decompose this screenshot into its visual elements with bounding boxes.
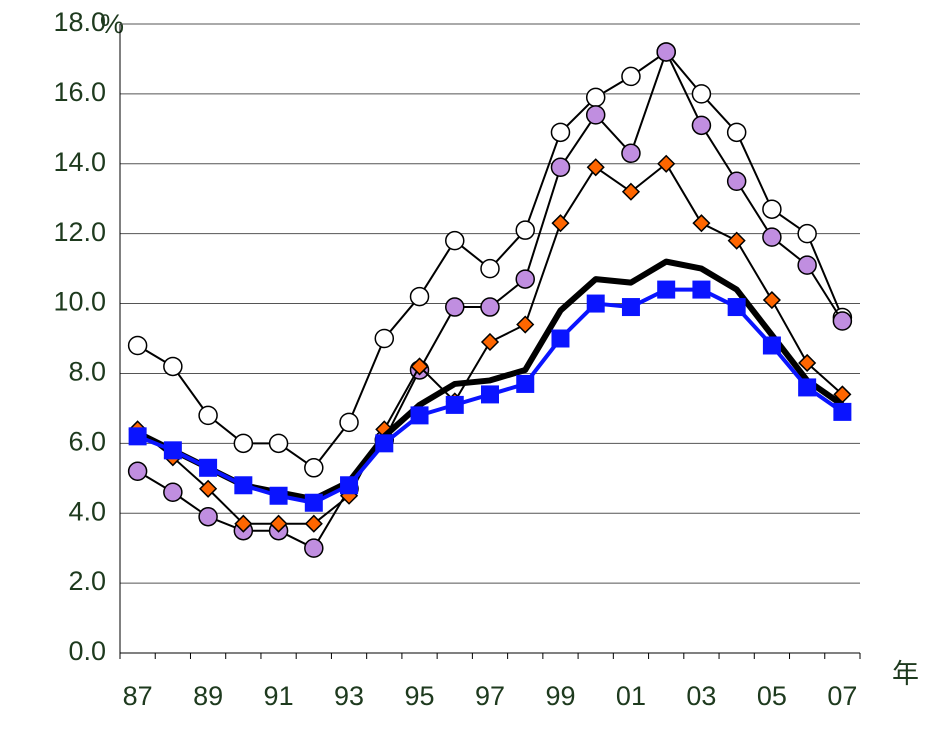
marker xyxy=(409,286,430,307)
x-tick-label: 89 xyxy=(193,681,223,711)
marker xyxy=(339,412,359,433)
y-tick-label: 14.0 xyxy=(53,147,106,177)
marker xyxy=(726,122,747,143)
marker xyxy=(445,395,464,414)
x-tick-label: 93 xyxy=(334,681,364,711)
marker xyxy=(586,294,605,313)
marker xyxy=(550,122,571,143)
marker xyxy=(550,157,571,178)
marker xyxy=(163,441,182,460)
marker xyxy=(234,476,253,495)
marker xyxy=(657,280,676,299)
marker xyxy=(691,115,712,136)
marker xyxy=(410,406,429,425)
marker xyxy=(621,143,641,164)
x-tick-label: 87 xyxy=(123,681,153,711)
marker xyxy=(832,311,853,331)
marker xyxy=(268,433,289,454)
y-tick-label: 18.0 xyxy=(53,7,106,37)
marker xyxy=(551,329,570,348)
marker xyxy=(516,374,535,393)
marker xyxy=(445,230,465,251)
y-tick-label: 2.0 xyxy=(68,566,106,596)
y-tick-label: 8.0 xyxy=(68,357,106,387)
marker xyxy=(585,87,606,108)
x-tick-label: 99 xyxy=(545,681,575,711)
marker xyxy=(798,378,817,397)
marker xyxy=(797,255,817,275)
marker xyxy=(304,458,324,478)
marker xyxy=(163,482,183,503)
marker xyxy=(657,154,676,173)
marker xyxy=(127,461,148,482)
x-tick-label: 95 xyxy=(405,681,435,711)
y-tick-label: 4.0 xyxy=(68,496,106,526)
marker xyxy=(480,297,500,317)
marker xyxy=(269,486,288,505)
y-tick-label: 16.0 xyxy=(53,77,106,107)
marker xyxy=(621,66,641,87)
marker xyxy=(516,315,535,334)
marker xyxy=(481,385,499,404)
marker xyxy=(762,336,781,355)
marker xyxy=(199,458,218,477)
marker xyxy=(515,269,535,289)
marker xyxy=(621,182,641,201)
marker xyxy=(762,199,782,219)
marker xyxy=(762,291,781,310)
marker xyxy=(128,427,147,446)
marker xyxy=(727,231,746,250)
marker xyxy=(833,402,852,421)
marker xyxy=(480,332,500,352)
marker xyxy=(127,335,148,356)
marker xyxy=(797,223,817,244)
x-tick-label: 05 xyxy=(757,681,787,711)
marker xyxy=(198,506,218,527)
marker xyxy=(727,298,746,317)
marker xyxy=(269,514,288,533)
marker xyxy=(585,105,606,125)
x-tick-label: 03 xyxy=(686,681,716,711)
marker xyxy=(374,328,395,349)
marker xyxy=(445,297,465,317)
marker xyxy=(410,357,429,376)
marker xyxy=(163,356,183,377)
marker xyxy=(692,280,711,299)
y-tick-label: 12.0 xyxy=(53,217,106,247)
x-tick-label: 91 xyxy=(264,681,294,711)
marker xyxy=(304,538,324,558)
marker xyxy=(340,476,359,495)
marker xyxy=(586,158,605,177)
y-tick-label: 0.0 xyxy=(68,636,106,666)
marker xyxy=(726,171,747,191)
marker xyxy=(233,433,254,454)
marker xyxy=(656,42,676,62)
marker xyxy=(304,514,323,533)
marker xyxy=(515,220,535,240)
marker xyxy=(199,479,218,498)
x-tick-label: 01 xyxy=(616,681,646,711)
marker xyxy=(692,214,711,233)
marker xyxy=(551,214,570,233)
series-line xyxy=(136,258,845,503)
y-tick-label: 10.0 xyxy=(53,287,106,317)
x-tick-label: 07 xyxy=(827,681,857,711)
x-unit: 年 xyxy=(892,659,919,689)
marker xyxy=(691,84,712,104)
marker xyxy=(375,434,394,453)
y-tick-label: 6.0 xyxy=(68,426,106,456)
marker xyxy=(304,493,323,512)
marker xyxy=(234,514,253,533)
marker xyxy=(621,298,640,317)
marker xyxy=(798,353,817,373)
marker xyxy=(480,258,500,279)
x-tick-label: 97 xyxy=(475,681,505,711)
marker xyxy=(762,227,782,247)
marker xyxy=(198,405,218,426)
